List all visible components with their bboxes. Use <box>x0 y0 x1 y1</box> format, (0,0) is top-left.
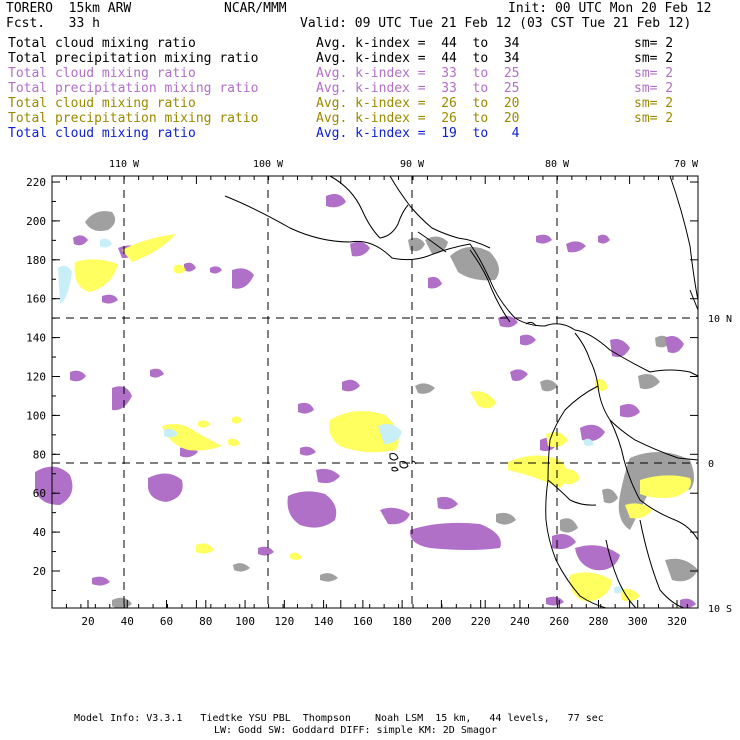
x-tick-label: 300 <box>628 615 648 628</box>
purple-cloud-regions <box>35 194 696 608</box>
axis-ticks: 20 40 60 80 100 120 140 160 180 200 220 240 260 280 30… <box>26 159 732 628</box>
legend-sm-6: sm= 2 <box>634 111 674 126</box>
longitude-label: 80 W <box>545 159 570 170</box>
legend-field-6: Total precipitation mixing ratio <box>8 111 259 126</box>
legend-range-1: Avg. k-index = 44 to 34 <box>316 36 520 51</box>
longitude-label: 100 W <box>253 159 284 170</box>
model-title: TORERO 15km ARW <box>6 1 132 16</box>
y-tick-label: 100 <box>26 409 46 422</box>
y-tick-label: 60 <box>33 487 46 500</box>
y-tick-label: 180 <box>26 254 46 267</box>
legend-sm-5: sm= 2 <box>634 96 674 111</box>
x-tick-label: 60 <box>160 615 173 628</box>
latitude-label: 10 S <box>708 604 732 615</box>
valid-time: Valid: 09 UTC Tue 21 Feb 12 (03 CST Tue … <box>300 16 692 31</box>
x-tick-label: 40 <box>121 615 134 628</box>
init-time: Init: 00 UTC Mon 20 Feb 12 <box>508 1 712 16</box>
legend-sm-4: sm= 2 <box>634 81 674 96</box>
latitude-label: 10 N <box>708 314 732 325</box>
latitude-label: 0 <box>708 459 714 470</box>
x-tick-label: 140 <box>314 615 334 628</box>
legend-range-6: Avg. k-index = 26 to 20 <box>316 111 520 126</box>
x-tick-label: 100 <box>235 615 255 628</box>
legend-field-1: Total cloud mixing ratio <box>8 36 196 51</box>
legend-sm-3: sm= 2 <box>634 66 674 81</box>
legend-range-2: Avg. k-index = 44 to 34 <box>316 51 520 66</box>
y-tick-label: 120 <box>26 371 46 384</box>
x-tick-label: 260 <box>549 615 569 628</box>
x-tick-label: 280 <box>589 615 609 628</box>
y-tick-label: 20 <box>33 565 46 578</box>
legend-field-2: Total precipitation mixing ratio <box>8 51 259 66</box>
legend-field-3: Total cloud mixing ratio <box>8 66 196 81</box>
x-tick-label: 160 <box>353 615 373 628</box>
organization-label: NCAR/MMM <box>224 1 287 16</box>
legend-range-5: Avg. k-index = 26 to 20 <box>316 96 520 111</box>
model-info-line-2: LW: Godd SW: Goddard DIFF: simple KM: 2D… <box>214 725 497 736</box>
x-tick-label: 320 <box>667 615 687 628</box>
longitude-label: 110 W <box>109 159 140 170</box>
y-tick-label: 220 <box>26 176 46 189</box>
legend-sm-2: sm= 2 <box>634 51 674 66</box>
lightblue-cloud-regions <box>58 238 624 594</box>
x-tick-label: 120 <box>274 615 294 628</box>
yellow-cloud-regions <box>74 234 691 602</box>
y-tick-label: 200 <box>26 215 46 228</box>
longitude-label: 90 W <box>400 159 425 170</box>
y-tick-label: 140 <box>26 332 46 345</box>
y-tick-label: 160 <box>26 293 46 306</box>
legend-field-4: Total precipitation mixing ratio <box>8 81 259 96</box>
legend-field-5: Total cloud mixing ratio <box>8 96 196 111</box>
x-tick-label: 20 <box>81 615 94 628</box>
plot-frame <box>51 175 699 609</box>
legend-range-3: Avg. k-index = 33 to 25 <box>316 66 520 81</box>
model-info-line-1: Model Info: V3.3.1 Tiedtke YSU PBL Thomp… <box>74 713 604 724</box>
coastline-layer <box>224 175 699 609</box>
y-tick-label: 80 <box>33 448 46 461</box>
x-tick-label: 220 <box>471 615 491 628</box>
x-tick-label: 180 <box>392 615 412 628</box>
legend-field-7: Total cloud mixing ratio <box>8 126 196 141</box>
x-tick-label: 80 <box>199 615 212 628</box>
y-tick-label: 40 <box>33 526 46 539</box>
legend-range-4: Avg. k-index = 33 to 25 <box>316 81 520 96</box>
x-tick-label: 200 <box>431 615 451 628</box>
legend-sm-1: sm= 2 <box>634 36 674 51</box>
longitude-label: 70 W <box>674 159 699 170</box>
legend-range-7: Avg. k-index = 19 to 4 <box>316 126 520 141</box>
lat-lon-grid <box>52 176 698 608</box>
forecast-hour: Fcst. 33 h <box>6 16 100 31</box>
x-tick-label: 240 <box>510 615 530 628</box>
